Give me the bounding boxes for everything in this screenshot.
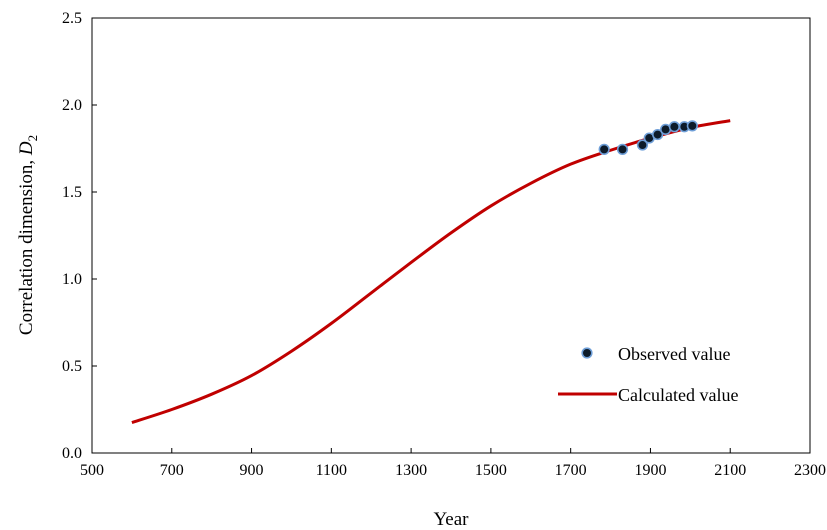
x-tick-label: 1900: [634, 462, 666, 479]
observed-point: [668, 121, 680, 133]
x-tick-label: 900: [240, 462, 264, 479]
y-tick-label: 1.0: [62, 271, 82, 288]
legend: Observed value Calculated value: [558, 344, 738, 405]
calculated-value-line: [131, 119, 731, 424]
y-axis-title: Correlation dimension, D2: [16, 135, 40, 335]
observed-point: [616, 143, 629, 155]
legend-observed-label: Observed value: [618, 344, 730, 364]
observed-point: [686, 120, 698, 132]
x-tick-label: 700: [160, 462, 184, 479]
observed-value-points: [598, 120, 698, 155]
y-tick-label: 2.5: [62, 10, 82, 27]
y-tick-label: 1.5: [62, 184, 82, 201]
x-tick-label: 1300: [395, 462, 427, 479]
observed-point: [598, 143, 610, 155]
x-tick-label: 1700: [555, 462, 587, 479]
observed-point: [636, 139, 649, 151]
legend-calculated-label: Calculated value: [618, 385, 738, 405]
y-axis-title-subscript: 2: [25, 135, 40, 142]
legend-observed-marker: [581, 347, 593, 359]
x-axis-title: Year: [433, 509, 469, 530]
y-tick-label: 2.0: [62, 97, 82, 114]
x-axis-ticks: 500 700 900 1100 1300 1500 1700 1900 2100 2300: [80, 448, 826, 479]
x-tick-label: 1100: [316, 462, 347, 479]
y-axis-ticks: 0.0 0.5 1.0 1.5 2.0 2.5: [62, 10, 97, 462]
observed-point: [652, 128, 664, 141]
x-tick-label: 500: [80, 462, 104, 479]
y-axis-title-symbol: D: [16, 141, 37, 156]
y-tick-label: 0.5: [62, 358, 82, 375]
y-axis-title-text: Correlation dimension,: [16, 155, 37, 335]
x-tick-label: 2100: [714, 462, 746, 479]
plot-frame: [91, 17, 811, 454]
x-tick-label: 2300: [794, 462, 826, 479]
x-tick-label: 1500: [475, 462, 507, 479]
y-tick-label: 0.0: [62, 445, 82, 462]
